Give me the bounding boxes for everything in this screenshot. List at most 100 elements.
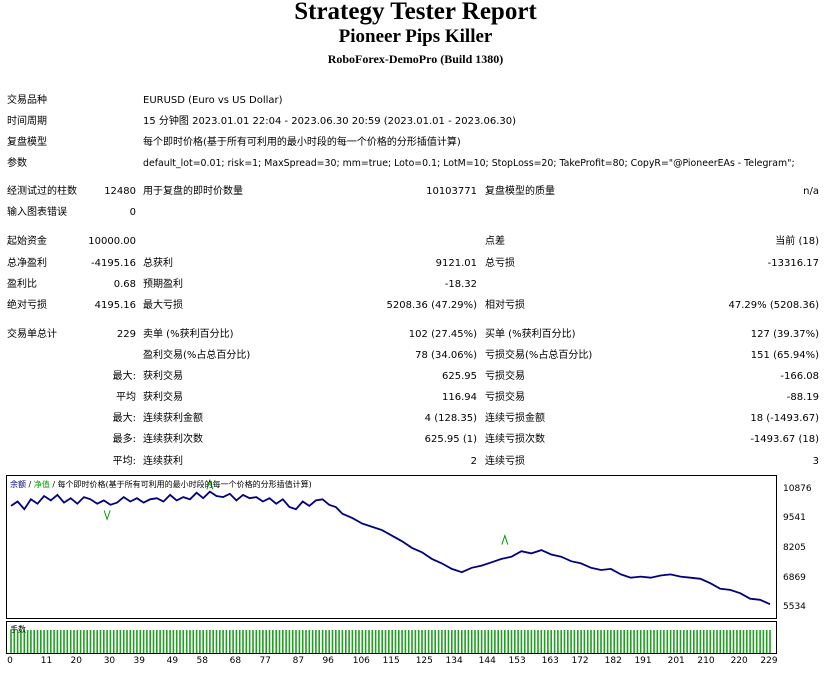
volume-bar <box>626 630 629 653</box>
volume-bar <box>219 630 221 653</box>
volume-bar <box>112 630 115 653</box>
volume-bar <box>149 630 151 653</box>
parameters-value: default_lot=0.01; risk=1; MaxSpread=30; … <box>143 158 795 169</box>
maximal-drawdown-value: 5208.36 (47.29%) <box>386 300 477 311</box>
volume-bar <box>189 630 191 653</box>
volume-bar <box>752 630 755 653</box>
volume-bar <box>755 630 758 653</box>
volume-bar <box>96 630 98 653</box>
volume-bar <box>132 630 135 653</box>
volume-bar <box>175 630 178 653</box>
volume-bar <box>663 630 665 653</box>
loss-trades-value: 151 (65.94%) <box>750 350 819 361</box>
volume-bar <box>646 630 649 653</box>
volume-bar <box>401 630 403 653</box>
bars-tested-value: 12480 <box>104 186 136 197</box>
absolute-drawdown-value: 4195.16 <box>94 300 136 311</box>
volume-bar <box>43 630 45 653</box>
volume-bar <box>354 630 357 653</box>
expert-name: Pioneer Pips Killer <box>338 26 493 47</box>
maximal-consecutive-loss-value: -1493.67 (18) <box>750 434 819 445</box>
y-tick-label: 5534 <box>783 602 806 612</box>
volume-bar <box>643 630 645 653</box>
volume-bar <box>73 630 75 653</box>
volume-bar <box>225 630 228 653</box>
model-value: 每个即时价格(基于所有可利用的最小时段的每一个价格的分形插值计算) <box>143 137 461 148</box>
volume-bar <box>285 630 287 653</box>
volume-bar <box>593 630 596 653</box>
volume-bar <box>699 630 702 653</box>
net-profit-label: 总净盈利 <box>7 258 47 269</box>
volume-bar <box>288 630 291 653</box>
volume-bar <box>467 630 470 653</box>
volume-bar <box>172 630 175 653</box>
volume-bar <box>633 630 635 653</box>
volume-bar <box>610 630 612 653</box>
volume-bar <box>364 630 367 653</box>
spread-label: 点差 <box>485 236 505 247</box>
volume-bar <box>590 630 592 653</box>
volume-bar <box>179 630 181 653</box>
volume-bar <box>69 630 72 653</box>
volume-bar <box>162 630 165 653</box>
volume-bar <box>470 630 473 653</box>
volume-bar <box>510 630 513 653</box>
volume-bar <box>712 630 715 653</box>
volume-chart <box>6 621 777 654</box>
average-profit-trade-value: 116.94 <box>442 392 477 403</box>
volume-bar <box>328 630 330 653</box>
volume-bar <box>122 630 125 653</box>
volume-bar <box>368 630 370 653</box>
volume-bar <box>384 630 387 653</box>
volume-bar <box>543 630 546 653</box>
volume-bar <box>23 630 26 653</box>
volume-bar <box>689 630 692 653</box>
volume-bar <box>523 630 526 653</box>
volume-bar <box>600 630 602 653</box>
volume-bar <box>146 630 148 653</box>
volume-bar <box>722 630 725 653</box>
volume-bar <box>315 630 317 653</box>
volume-bar <box>490 630 493 653</box>
volume-bar <box>255 630 258 653</box>
x-tick-label: 0 <box>7 656 13 666</box>
volume-bar <box>447 630 450 653</box>
volume-bar <box>696 630 698 653</box>
volume-bar <box>557 630 559 653</box>
volume-bar <box>517 630 519 653</box>
volume-bar <box>586 630 589 653</box>
balance-series-line <box>10 490 771 606</box>
volume-bar <box>298 630 301 653</box>
volume-bar <box>378 630 380 653</box>
average-consecutive-wins-label: 连续获利 <box>143 456 183 467</box>
volume-bar <box>229 630 231 653</box>
ticks-modelled-label: 用于复盘的即时价数量 <box>143 186 243 197</box>
volume-bar <box>484 630 486 653</box>
x-tick-label: 134 <box>445 656 463 666</box>
x-tick-label: 153 <box>508 656 526 666</box>
volume-label: 手数 <box>10 625 26 634</box>
volume-bar <box>338 630 340 653</box>
volume-bar <box>152 630 155 653</box>
max-consecutive-wins-label: 连续获利金额 <box>143 413 203 424</box>
volume-bar <box>407 630 410 653</box>
volume-bar <box>358 630 360 653</box>
average-loss-trade-value: -88.19 <box>786 392 819 403</box>
volume-bar <box>762 630 765 653</box>
volume-bar <box>46 630 49 653</box>
volume-bar <box>547 630 549 653</box>
volume-bar <box>719 630 722 653</box>
gross-loss-value: -13316.17 <box>767 258 819 269</box>
volume-bar <box>185 630 188 653</box>
ticks-modelled-value: 10103771 <box>426 186 477 197</box>
volume-bar <box>583 630 586 653</box>
gross-profit-value: 9121.01 <box>435 258 477 269</box>
volume-bar <box>537 630 539 653</box>
chart-errors-value: 0 <box>129 207 136 218</box>
server-build: RoboForex-DemoPro (Build 1380) <box>327 52 504 66</box>
volume-bar <box>212 630 214 653</box>
volume-bar <box>706 630 708 653</box>
volume-bar <box>169 630 171 653</box>
expected-payoff-value: -18.32 <box>444 279 477 290</box>
volume-bar <box>109 630 112 653</box>
